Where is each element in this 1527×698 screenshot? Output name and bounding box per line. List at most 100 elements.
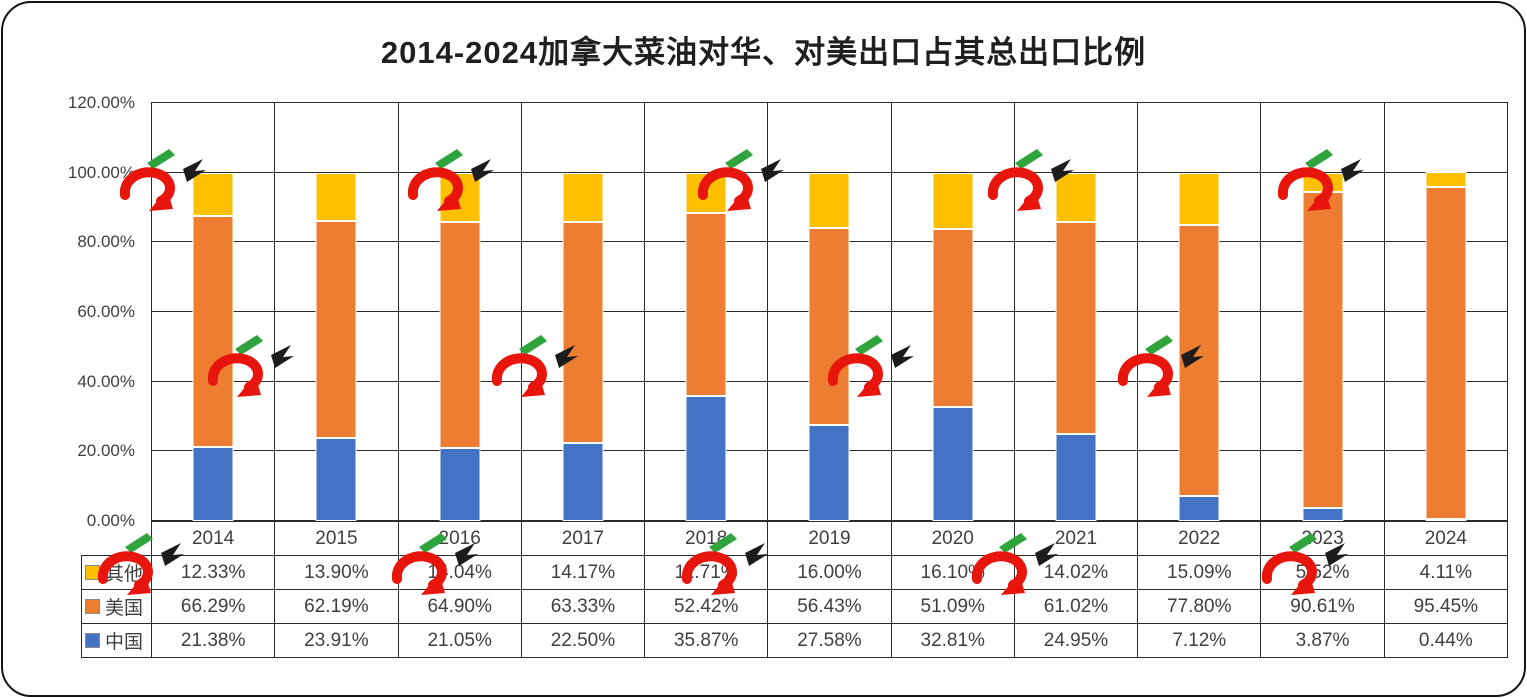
value-cell-usa: 56.43%: [767, 589, 892, 624]
value-cell-china: 27.58%: [767, 623, 892, 658]
bar-segment-china: [808, 424, 850, 521]
table-row-china: 中国 21.38% 23.91% 21.05% 22.50% 35.87% 27.58% 32…: [81, 623, 1509, 658]
bar-segment-usa: [685, 213, 727, 397]
value-cell-usa: 51.09%: [890, 589, 1015, 624]
bar-column-2017: [520, 103, 644, 521]
value-cell-china: 23.91%: [274, 623, 399, 658]
year-header-cell: 2021: [1013, 521, 1139, 556]
stacked-bar-2014: [192, 172, 234, 521]
bar-column-2024: [1383, 103, 1508, 521]
legend-swatch-china: [85, 633, 100, 648]
bar-segment-china: [932, 406, 974, 521]
bar-column-2021: [1013, 103, 1137, 521]
bar-column-2018: [644, 103, 767, 521]
bar-segment-usa: [315, 221, 357, 438]
chart-title: 2014-2024加拿大菜油对华、对美出口占其总出口比例: [380, 35, 1147, 70]
year-header-cell: 2017: [520, 521, 646, 556]
value-cell-usa: 66.29%: [150, 589, 276, 624]
value-cell-china: 21.38%: [150, 623, 276, 658]
legend-cell-usa: 美国: [81, 589, 152, 624]
stacked-bar-2015: [315, 172, 357, 521]
bar-segment-others: [685, 172, 727, 214]
value-cell-others: 4.11%: [1383, 555, 1509, 590]
bar-segment-usa: [932, 228, 974, 407]
bar-segment-others: [1055, 172, 1097, 222]
value-cell-china: 21.05%: [397, 623, 522, 658]
bar-column-2022: [1137, 103, 1260, 521]
value-cell-others: 13.90%: [274, 555, 399, 590]
value-cell-usa: 61.02%: [1013, 589, 1139, 624]
year-header-cell: 2015: [274, 521, 399, 556]
stacked-bar-2019: [808, 172, 850, 521]
y-tick-label: 0.00%: [86, 511, 135, 530]
value-cell-usa: 62.19%: [274, 589, 399, 624]
value-cell-others: 14.04%: [397, 555, 522, 590]
value-cell-usa: 63.33%: [520, 589, 646, 624]
year-header-cell: 2019: [767, 521, 892, 556]
value-cell-others: 14.02%: [1013, 555, 1139, 590]
y-tick-label: 20.00%: [77, 441, 135, 461]
table-row-others: 其他 12.33% 13.90% 14.04% 14.17% 11.71% 16.00% 16…: [81, 555, 1509, 590]
bar-column-2014: [151, 103, 274, 521]
bar-segment-china: [562, 442, 604, 521]
value-cell-others: 14.17%: [520, 555, 646, 590]
value-cell-china: 32.81%: [890, 623, 1015, 658]
bar-segment-china: [192, 446, 234, 521]
legend-cell-china: 中国: [81, 623, 152, 658]
bar-segment-others: [1178, 172, 1220, 226]
bar-columns: [151, 103, 1508, 521]
bar-segment-usa: [808, 228, 850, 425]
bar-column-2015: [274, 103, 397, 521]
bar-segment-china: [1302, 507, 1344, 521]
bar-column-2016: [397, 103, 521, 521]
gridline: [151, 171, 1508, 173]
value-cell-others: 15.09%: [1137, 555, 1262, 590]
bar-segment-china: [685, 396, 727, 521]
year-header-row: 2014 2015 2016 2017 2018 2019 2020 2021 2022 2023…: [82, 521, 1509, 556]
stacked-bar-2022: [1178, 172, 1220, 521]
bar-segment-others: [439, 172, 481, 222]
legend-label-others: 其他: [105, 564, 144, 585]
gridline: [151, 102, 1508, 103]
bar-segment-usa: [1302, 191, 1344, 508]
value-cell-china: 22.50%: [520, 623, 646, 658]
value-cell-china: 7.12%: [1137, 623, 1262, 658]
y-tick-label: 60.00%: [77, 302, 135, 321]
table-row-usa: 美国 66.29% 62.19% 64.90% 63.33% 52.42% 56.43% 51…: [81, 589, 1509, 624]
value-cell-others: 11.71%: [644, 555, 769, 590]
year-header-cell: 2022: [1137, 521, 1262, 556]
legend-swatch-others: [85, 565, 100, 580]
value-cell-china: 35.87%: [644, 623, 769, 658]
bar-segment-others: [562, 172, 604, 223]
value-cell-usa: 95.45%: [1383, 589, 1509, 624]
value-cell-others: 12.33%: [150, 555, 276, 590]
bar-segment-usa: [562, 222, 604, 443]
bar-segment-usa: [1178, 225, 1220, 497]
table-corner-cell: [82, 522, 152, 556]
bar-segment-others: [192, 172, 234, 216]
stacked-bar-2016: [439, 172, 481, 521]
year-header-cell: 2016: [397, 521, 522, 556]
bar-segment-usa: [1425, 186, 1467, 519]
stacked-bar-2021: [1055, 172, 1097, 521]
bar-segment-china: [1425, 519, 1467, 521]
stacked-bar-2020: [932, 172, 974, 521]
bar-column-2020: [890, 103, 1014, 521]
data-table: 2014 2015 2016 2017 2018 2019 2020 2021 2022 2023…: [81, 521, 1509, 658]
bar-column-2023: [1260, 103, 1383, 521]
value-cell-usa: 77.80%: [1137, 589, 1262, 624]
bar-segment-others: [1302, 172, 1344, 192]
bar-segment-usa: [192, 215, 234, 447]
bar-segment-china: [1178, 496, 1220, 521]
bar-segment-china: [315, 437, 357, 521]
year-header-cell: 2023: [1260, 521, 1385, 556]
year-header-cell: 2020: [890, 521, 1015, 556]
bar-segment-china: [439, 447, 481, 521]
bar-segment-others: [808, 172, 850, 229]
value-cell-others: 16.00%: [767, 555, 892, 590]
legend-cell-others: 其他: [81, 555, 152, 590]
value-cell-usa: 90.61%: [1260, 589, 1385, 624]
plot-area: [151, 102, 1508, 521]
value-cell-china: 0.44%: [1383, 623, 1509, 658]
